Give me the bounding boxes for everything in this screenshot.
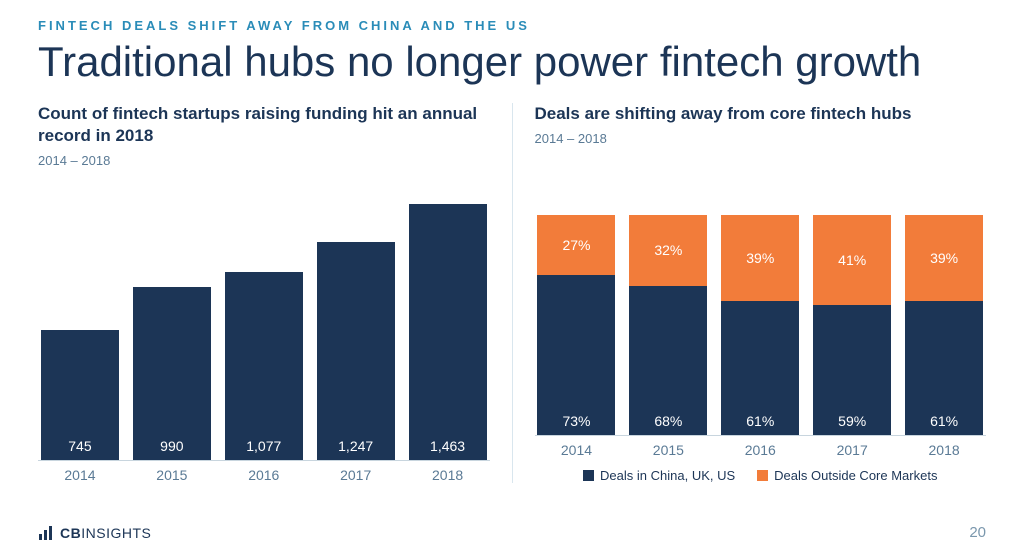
bar-segment-core: 59%	[813, 305, 891, 435]
x-tick: 2016	[224, 467, 304, 483]
bar-segment-core: 68%	[629, 286, 707, 436]
page-title: Traditional hubs no longer power fintech…	[38, 39, 986, 85]
legend-item: Deals in China, UK, US	[583, 468, 735, 483]
bar: 1,247	[317, 242, 395, 460]
x-tick: 2018	[904, 442, 984, 458]
left-panel-title: Count of fintech startups raising fundin…	[38, 103, 490, 147]
bar: 990	[133, 287, 211, 460]
bar-col: 745	[40, 188, 120, 460]
bar: 1,077	[225, 272, 303, 460]
charts-row: Count of fintech startups raising fundin…	[38, 103, 986, 483]
bar-col: 39%61%	[720, 166, 800, 435]
legend-swatch	[757, 470, 768, 481]
bar-col: 1,077	[224, 188, 304, 460]
bar-col: 990	[132, 188, 212, 460]
x-tick: 2018	[408, 467, 488, 483]
bar-col: 32%68%	[628, 166, 708, 435]
page-number: 20	[969, 524, 986, 541]
brand-footer: CBINSIGHTS	[38, 525, 151, 541]
x-tick: 2015	[132, 467, 212, 483]
x-tick: 2014	[537, 442, 617, 458]
legend-item: Deals Outside Core Markets	[757, 468, 937, 483]
bar-col: 27%73%	[537, 166, 617, 435]
left-panel-range: 2014 – 2018	[38, 153, 490, 168]
bar-value-label: 745	[41, 438, 119, 460]
right-panel: Deals are shifting away from core fintec…	[512, 103, 987, 483]
eyebrow: FINTECH DEALS SHIFT AWAY FROM CHINA AND …	[38, 18, 986, 33]
brand-icon	[38, 525, 54, 541]
right-panel-title: Deals are shifting away from core fintec…	[535, 103, 987, 125]
bar-col: 1,247	[316, 188, 396, 460]
x-tick: 2014	[40, 467, 120, 483]
bar-segment-outside: 27%	[537, 215, 615, 274]
bar-col: 41%59%	[812, 166, 892, 435]
bar-col: 39%61%	[904, 166, 984, 435]
stacked-bar: 39%61%	[721, 215, 799, 435]
legend-label: Deals Outside Core Markets	[774, 468, 937, 483]
brand-prefix: CB	[60, 525, 81, 541]
bar: 745	[41, 330, 119, 460]
bar-segment-core: 61%	[905, 301, 983, 435]
brand-suffix: INSIGHTS	[81, 525, 151, 541]
bar-col: 1,463	[408, 188, 488, 460]
left-panel: Count of fintech startups raising fundin…	[38, 103, 512, 483]
bar-segment-outside: 32%	[629, 215, 707, 285]
legend: Deals in China, UK, US Deals Outside Core…	[535, 468, 987, 483]
legend-swatch	[583, 470, 594, 481]
right-x-axis: 2014 2015 2016 2017 2018	[535, 442, 987, 458]
bar-segment-core: 73%	[537, 275, 615, 436]
bar-value-label: 1,247	[317, 438, 395, 460]
stacked-bar: 27%73%	[537, 215, 615, 435]
bar-segment-outside: 39%	[721, 215, 799, 301]
bar-segment-core: 61%	[721, 301, 799, 435]
bar-value-label: 1,077	[225, 438, 303, 460]
x-tick: 2017	[812, 442, 892, 458]
x-tick: 2017	[316, 467, 396, 483]
stacked-bar: 41%59%	[813, 215, 891, 435]
x-tick: 2016	[720, 442, 800, 458]
bar-value-label: 1,463	[409, 438, 487, 460]
left-bar-chart: 745 990 1,077 1,247 1,463	[38, 188, 490, 461]
stacked-bar: 39%61%	[905, 215, 983, 435]
brand-text: CBINSIGHTS	[60, 525, 151, 541]
left-x-axis: 2014 2015 2016 2017 2018	[38, 467, 490, 483]
right-stacked-chart: 27%73%32%68%39%61%41%59%39%61%	[535, 166, 987, 436]
legend-label: Deals in China, UK, US	[600, 468, 735, 483]
stacked-bar: 32%68%	[629, 215, 707, 435]
bar: 1,463	[409, 204, 487, 460]
bar-segment-outside: 39%	[905, 215, 983, 301]
bar-segment-outside: 41%	[813, 215, 891, 305]
bar-value-label: 990	[133, 438, 211, 460]
x-tick: 2015	[628, 442, 708, 458]
right-panel-range: 2014 – 2018	[535, 131, 987, 146]
